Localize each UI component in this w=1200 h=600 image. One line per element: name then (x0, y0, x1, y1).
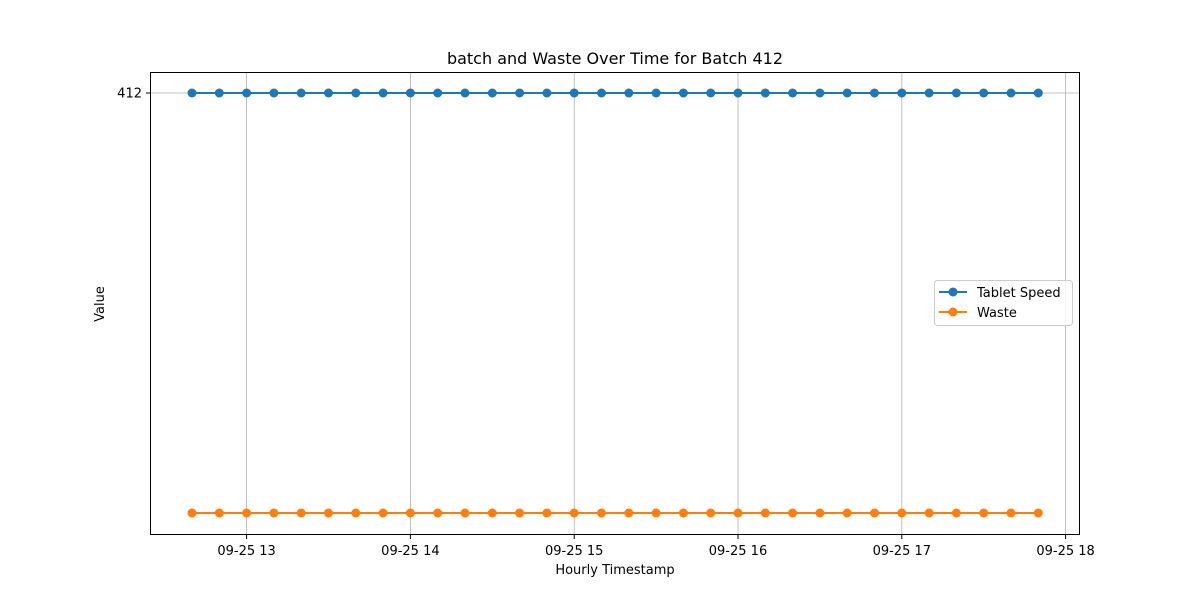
data-point-tablet-speed (351, 88, 361, 98)
data-point-waste (597, 508, 606, 518)
data-point-waste (1006, 508, 1016, 518)
legend-box (934, 280, 1073, 326)
data-point-waste (542, 508, 552, 518)
data-point-waste (678, 508, 688, 518)
data-point-tablet-speed (569, 88, 579, 98)
legend-entry-tablet-speed: Tablet Speed (939, 286, 1061, 301)
x-axis-label: Hourly Timestamp (555, 563, 674, 578)
data-point-tablet-speed (433, 88, 443, 98)
y-axis-label: Value (93, 286, 108, 322)
data-point-waste (842, 508, 852, 518)
x-tick-label: 09-25 17 (873, 544, 931, 559)
legend-label-tablet-speed: Tablet Speed (976, 286, 1061, 301)
data-point-waste (405, 508, 415, 518)
data-point-waste (651, 508, 661, 518)
data-point-waste (788, 508, 798, 518)
x-tick-label: 09-25 16 (709, 544, 767, 559)
data-point-waste (733, 508, 743, 518)
data-point-waste (242, 508, 252, 518)
data-point-waste (569, 508, 579, 518)
data-point-tablet-speed (1033, 88, 1043, 98)
legend-entry-waste: Waste (939, 306, 1017, 321)
data-point-waste (269, 508, 279, 518)
data-point-waste (951, 508, 961, 518)
data-point-waste (324, 508, 333, 518)
data-point-tablet-speed (651, 88, 661, 98)
data-point-waste (760, 508, 770, 518)
data-point-tablet-speed (624, 88, 634, 98)
data-point-tablet-speed (242, 88, 252, 98)
data-point-waste (706, 508, 716, 518)
data-point-tablet-speed (678, 88, 688, 98)
chart-title: batch and Waste Over Time for Batch 412 (447, 49, 783, 68)
data-point-waste (351, 508, 361, 518)
data-point-waste (924, 508, 934, 518)
x-tick-label: 09-25 14 (381, 544, 439, 559)
data-point-tablet-speed (788, 88, 798, 98)
data-point-waste (979, 508, 989, 518)
data-point-tablet-speed (515, 88, 525, 98)
data-point-tablet-speed (897, 88, 907, 98)
x-tick-label: 09-25 18 (1036, 544, 1094, 559)
data-point-tablet-speed (214, 88, 224, 98)
x-tick-label: 09-25 13 (217, 544, 275, 559)
legend-marker-tablet-speed (948, 287, 958, 297)
legend-marker-waste (948, 307, 958, 317)
legend-label-waste: Waste (977, 306, 1017, 321)
data-point-tablet-speed (706, 88, 716, 98)
x-tick-label: 09-25 15 (545, 544, 603, 559)
y-tick-label: 412 (117, 87, 142, 102)
series-layer (187, 88, 1043, 518)
data-point-tablet-speed (979, 88, 989, 98)
data-point-tablet-speed (405, 88, 415, 98)
data-point-tablet-speed (324, 88, 333, 98)
data-point-tablet-speed (842, 88, 852, 98)
data-point-tablet-speed (460, 88, 470, 98)
data-point-waste (487, 508, 497, 518)
legend: Tablet Speed Waste (934, 280, 1073, 326)
data-point-tablet-speed (760, 88, 770, 98)
data-point-waste (815, 508, 825, 518)
plot-frame (150, 72, 1080, 535)
data-point-tablet-speed (924, 88, 934, 98)
data-point-waste (214, 508, 224, 518)
data-point-tablet-speed (870, 88, 879, 98)
data-point-waste (296, 508, 306, 518)
data-point-tablet-speed (187, 88, 197, 98)
data-point-waste (897, 508, 907, 518)
data-point-tablet-speed (815, 88, 825, 98)
data-point-waste (378, 508, 388, 518)
data-point-waste (460, 508, 470, 518)
data-point-tablet-speed (542, 88, 552, 98)
data-point-tablet-speed (487, 88, 497, 98)
data-point-tablet-speed (951, 88, 961, 98)
data-point-waste (187, 508, 197, 518)
data-point-waste (870, 508, 879, 518)
data-point-waste (515, 508, 525, 518)
data-point-tablet-speed (1006, 88, 1016, 98)
data-point-tablet-speed (597, 88, 606, 98)
data-point-waste (433, 508, 443, 518)
data-point-tablet-speed (378, 88, 388, 98)
data-point-tablet-speed (296, 88, 306, 98)
data-point-waste (624, 508, 634, 518)
data-point-tablet-speed (269, 88, 279, 98)
data-point-waste (1033, 508, 1043, 518)
data-point-tablet-speed (733, 88, 743, 98)
tick-layer: 09-25 13 09-25 14 09-25 15 09-25 16 09-25 17… (117, 87, 1095, 560)
